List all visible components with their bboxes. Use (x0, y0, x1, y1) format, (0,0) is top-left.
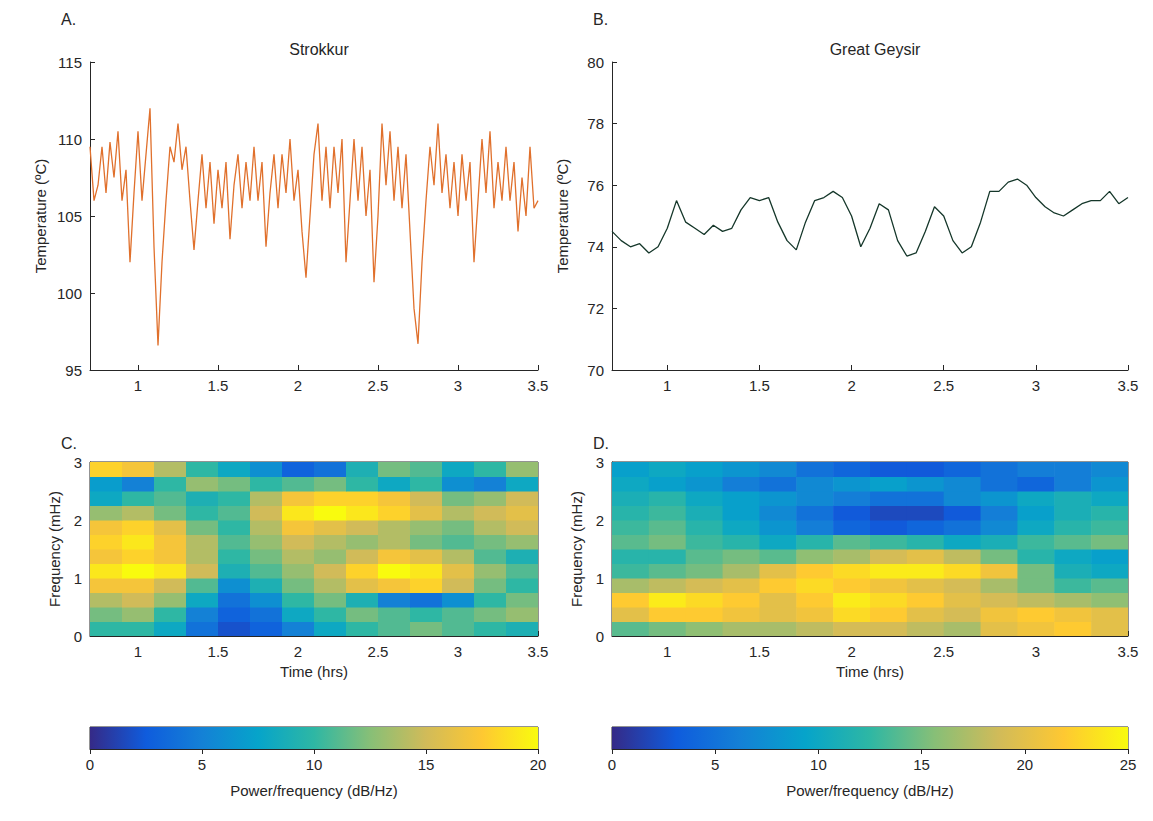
svg-text:2: 2 (294, 377, 302, 394)
svg-text:3: 3 (1032, 643, 1040, 660)
svg-text:2.5: 2.5 (368, 377, 389, 394)
svg-text:3: 3 (454, 643, 462, 660)
svg-text:80: 80 (587, 54, 604, 71)
svg-text:1: 1 (596, 570, 604, 587)
svg-text:Great Geysir: Great Geysir (830, 41, 921, 58)
svg-text:5: 5 (198, 756, 206, 773)
svg-text:115: 115 (58, 54, 82, 71)
svg-text:3.5: 3.5 (1118, 377, 1139, 394)
svg-text:1: 1 (663, 643, 671, 660)
svg-text:0: 0 (596, 628, 604, 645)
svg-text:3: 3 (1032, 377, 1040, 394)
svg-text:2: 2 (596, 512, 604, 529)
svg-text:15: 15 (418, 756, 435, 773)
svg-text:Power/frequency (dB/Hz): Power/frequency (dB/Hz) (786, 782, 954, 799)
svg-text:Strokkur: Strokkur (289, 41, 349, 58)
svg-text:2: 2 (294, 643, 302, 660)
svg-text:Frequency (mHz): Frequency (mHz) (568, 491, 585, 607)
svg-text:1: 1 (74, 570, 82, 587)
svg-text:2.5: 2.5 (933, 377, 954, 394)
svg-text:Temperature (ºC): Temperature (ºC) (554, 159, 571, 274)
svg-text:105: 105 (57, 208, 82, 225)
svg-text:72: 72 (587, 300, 604, 317)
svg-text:1.5: 1.5 (749, 643, 770, 660)
svg-text:100: 100 (57, 285, 82, 302)
svg-text:Temperature (ºC): Temperature (ºC) (32, 159, 49, 274)
svg-text:3.5: 3.5 (528, 377, 549, 394)
svg-text:2.5: 2.5 (368, 643, 389, 660)
svg-text:1.5: 1.5 (208, 643, 229, 660)
svg-text:1.5: 1.5 (208, 377, 229, 394)
svg-text:2.5: 2.5 (933, 643, 954, 660)
svg-text:1.5: 1.5 (749, 377, 770, 394)
svg-text:3: 3 (74, 454, 82, 471)
svg-text:74: 74 (587, 238, 604, 255)
svg-text:3: 3 (454, 377, 462, 394)
svg-text:70: 70 (587, 362, 604, 379)
svg-text:A.: A. (61, 11, 76, 28)
svg-text:Time (hrs): Time (hrs) (836, 663, 904, 680)
svg-text:78: 78 (587, 115, 604, 132)
svg-text:95: 95 (65, 362, 82, 379)
svg-text:2: 2 (847, 643, 855, 660)
svg-text:0: 0 (608, 756, 616, 773)
svg-text:1: 1 (663, 377, 671, 394)
svg-text:C.: C. (61, 435, 77, 452)
svg-text:15: 15 (913, 756, 930, 773)
svg-text:5: 5 (711, 756, 719, 773)
svg-text:0: 0 (74, 628, 82, 645)
svg-text:76: 76 (587, 177, 604, 194)
svg-text:3.5: 3.5 (528, 643, 549, 660)
svg-text:Frequency (mHz): Frequency (mHz) (46, 491, 63, 607)
svg-text:1: 1 (134, 643, 142, 660)
svg-text:110: 110 (58, 131, 82, 148)
svg-text:Time (hrs): Time (hrs) (280, 663, 348, 680)
svg-text:3.5: 3.5 (1118, 643, 1139, 660)
svg-text:B.: B. (593, 11, 608, 28)
svg-text:0: 0 (86, 756, 94, 773)
svg-text:2: 2 (74, 512, 82, 529)
svg-text:10: 10 (306, 756, 323, 773)
svg-text:3: 3 (596, 454, 604, 471)
svg-text:Power/frequency (dB/Hz): Power/frequency (dB/Hz) (230, 782, 398, 799)
svg-text:1: 1 (134, 377, 142, 394)
svg-text:20: 20 (1016, 756, 1033, 773)
svg-text:D.: D. (593, 435, 609, 452)
svg-text:2: 2 (847, 377, 855, 394)
svg-text:25: 25 (1120, 756, 1137, 773)
svg-text:10: 10 (810, 756, 827, 773)
svg-text:20: 20 (530, 756, 547, 773)
